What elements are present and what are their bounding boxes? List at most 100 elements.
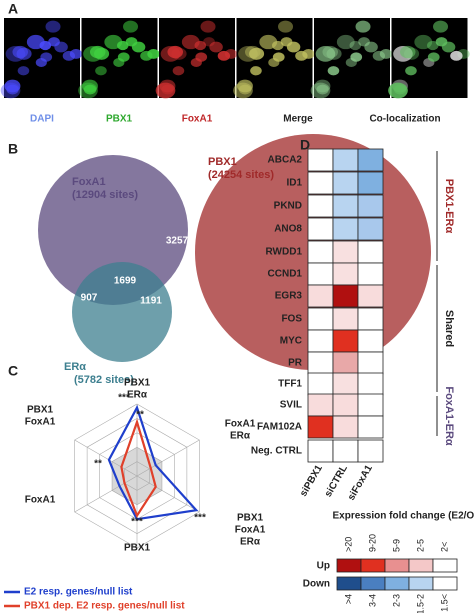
group-label: Shared — [443, 310, 455, 347]
nucleus — [427, 40, 439, 51]
radar-series — [107, 404, 199, 521]
gene-label: SVIL — [280, 400, 302, 411]
nucleus — [39, 40, 52, 51]
panel-label: A — [8, 1, 18, 17]
channel-label: FoxA1 — [182, 114, 213, 125]
heatmap-cell — [357, 329, 384, 353]
heatmap-cell — [357, 217, 384, 241]
nucleus — [295, 50, 308, 61]
significance: *** — [131, 517, 143, 528]
nucleus — [244, 45, 261, 59]
radar-spoke — [136, 475, 200, 513]
heatmap-cell — [307, 329, 334, 353]
nucleus — [17, 66, 30, 76]
legend-cell-label: 2-3 — [391, 594, 401, 607]
legend-cell — [336, 558, 362, 573]
overlap-count: 1191 — [140, 296, 162, 307]
nucleus — [195, 52, 208, 62]
column-label: siFoxA1 — [346, 463, 375, 503]
set-sites: (5782 sites) — [74, 374, 134, 386]
radar-axis-label: PBX1 — [124, 378, 151, 389]
nucleus — [350, 52, 363, 62]
set-name: ERα — [64, 361, 86, 373]
heatmap-cell — [357, 351, 384, 375]
nucleus — [315, 46, 336, 62]
radar-axis-label: ERα — [240, 537, 261, 548]
heatmap-cell — [332, 148, 359, 172]
heatmap-cell — [332, 351, 359, 375]
radar-axis-label: ERα — [127, 390, 148, 401]
heatmap-cell — [307, 262, 334, 286]
heatmap-cell — [332, 393, 359, 417]
heatmap-cell — [357, 372, 384, 396]
gene-label: Neg. CTRL — [251, 446, 302, 457]
heatmap-cell — [307, 415, 334, 439]
venn-set — [72, 262, 172, 362]
heatmap-cell — [357, 240, 384, 264]
nucleus — [399, 45, 416, 59]
significance: *** — [118, 393, 130, 404]
set-sites: (24254 sites) — [208, 169, 274, 181]
heatmap-cell — [357, 171, 384, 195]
significance: ** — [136, 410, 144, 421]
nucleus — [83, 84, 97, 95]
nucleus — [433, 20, 449, 33]
nucleus — [217, 50, 231, 61]
heatmap-cell — [357, 262, 384, 286]
radar-axis-label: ERα — [230, 431, 251, 442]
nucleus — [272, 40, 284, 51]
gene-label: ID1 — [286, 178, 302, 189]
heatmap-cell — [357, 393, 384, 417]
heatmap-cell — [307, 284, 334, 308]
group-label: FoxA1-ERα — [443, 386, 455, 446]
nucleus — [249, 47, 265, 60]
nucleus — [450, 50, 463, 61]
legend-cell — [384, 576, 410, 591]
nucleus — [54, 41, 68, 53]
nucleus — [336, 34, 355, 50]
legend-cell — [408, 558, 434, 573]
nucleus — [349, 40, 362, 51]
heatmap-cell — [307, 372, 334, 396]
nucleus — [117, 40, 129, 51]
set-sites: (12904 sites) — [72, 189, 138, 201]
legend-cell-label: 3-4 — [367, 594, 377, 607]
legend-title: Expression fold change (E2/O) — [332, 511, 474, 522]
legend-cell — [360, 558, 386, 573]
nucleus — [286, 41, 301, 53]
gene-label: RWDD1 — [266, 247, 303, 258]
legend-label: E2 resp. genes/null list — [24, 587, 133, 598]
heatmap-cell — [307, 148, 334, 172]
channel-label: DAPI — [30, 114, 54, 125]
heatmap-cell — [307, 439, 334, 463]
legend-label: PBX1 dep. E2 resp. genes/null list — [24, 601, 185, 612]
nucleus — [62, 50, 76, 61]
heatmap-cell — [357, 148, 384, 172]
legend-row-label: Up — [317, 561, 330, 572]
radar-axis-label: FoxA1 — [235, 525, 266, 536]
legend-cell-label: 9-20 — [367, 534, 377, 552]
nucleus — [316, 84, 329, 95]
nucleus — [200, 20, 216, 33]
panel-label: B — [8, 141, 18, 157]
heatmap-cell — [332, 415, 359, 439]
radar-axis-label: FoxA1 — [25, 417, 56, 428]
radar-axis-label: PBX1 — [124, 543, 151, 554]
heatmap-cell — [357, 284, 384, 308]
radar-axis-label: FoxA1 — [225, 419, 256, 430]
channel-label: PBX1 — [106, 114, 133, 125]
legend-cell-label: 2-5 — [415, 539, 425, 552]
gene-label: PR — [288, 358, 303, 369]
heatmap-cell — [332, 171, 359, 195]
panel-label: D — [300, 137, 310, 153]
radar-axis-label: PBX1 — [27, 405, 54, 416]
significance: *** — [194, 513, 206, 524]
heatmap-cell — [332, 194, 359, 218]
legend-cell — [360, 576, 386, 591]
gene-label: EGR3 — [275, 291, 303, 302]
heatmap-cell — [307, 240, 334, 264]
legend-cell — [384, 558, 410, 573]
nucleus — [372, 50, 386, 61]
nucleus — [272, 52, 285, 62]
